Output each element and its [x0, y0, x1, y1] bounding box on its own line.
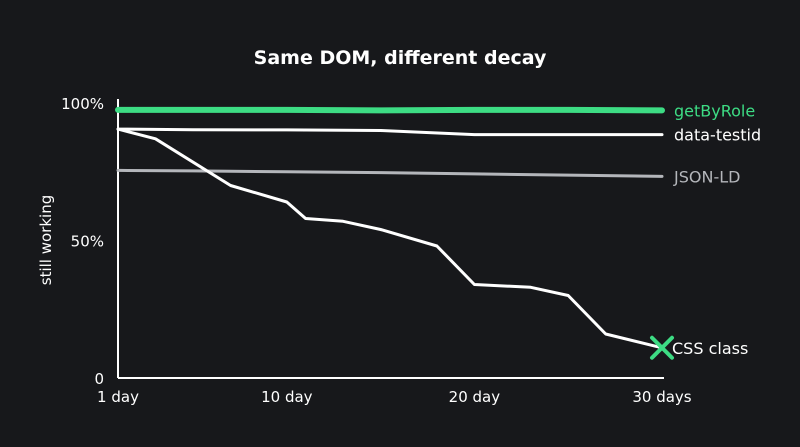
series-line-css-class	[116, 127, 664, 350]
y-tick-label: 100%	[61, 95, 104, 113]
x-tick-label: 10 day	[261, 388, 313, 406]
chart-title: Same DOM, different decay	[254, 47, 547, 69]
tick-labels: 1 day 10 day 20 day 30 days 0 50% 100%	[61, 95, 692, 406]
series-line-json-ld	[116, 168, 664, 178]
axes	[117, 99, 664, 379]
series-label-getbyrole: getByRole	[674, 101, 755, 120]
y-tick-label: 50%	[71, 233, 104, 251]
series-label-json-ld: JSON-LD	[673, 167, 740, 186]
x-tick-label: 1 day	[97, 388, 139, 406]
series-label-css-class: CSS class	[672, 339, 748, 358]
x-icon	[650, 335, 674, 360]
x-tick-label: 20 day	[449, 388, 501, 406]
series-line-data-testid	[116, 127, 664, 137]
y-axis-label: still working	[37, 195, 55, 285]
series-label-data-testid: data-testid	[674, 126, 761, 145]
series-line-getbyrole	[115, 106, 665, 114]
series-lines	[115, 106, 674, 360]
y-tick-label: 0	[94, 370, 104, 388]
x-tick-label: 30 days	[632, 388, 691, 406]
series-labels: getByRole data-testid JSON-LD CSS class	[672, 101, 761, 357]
